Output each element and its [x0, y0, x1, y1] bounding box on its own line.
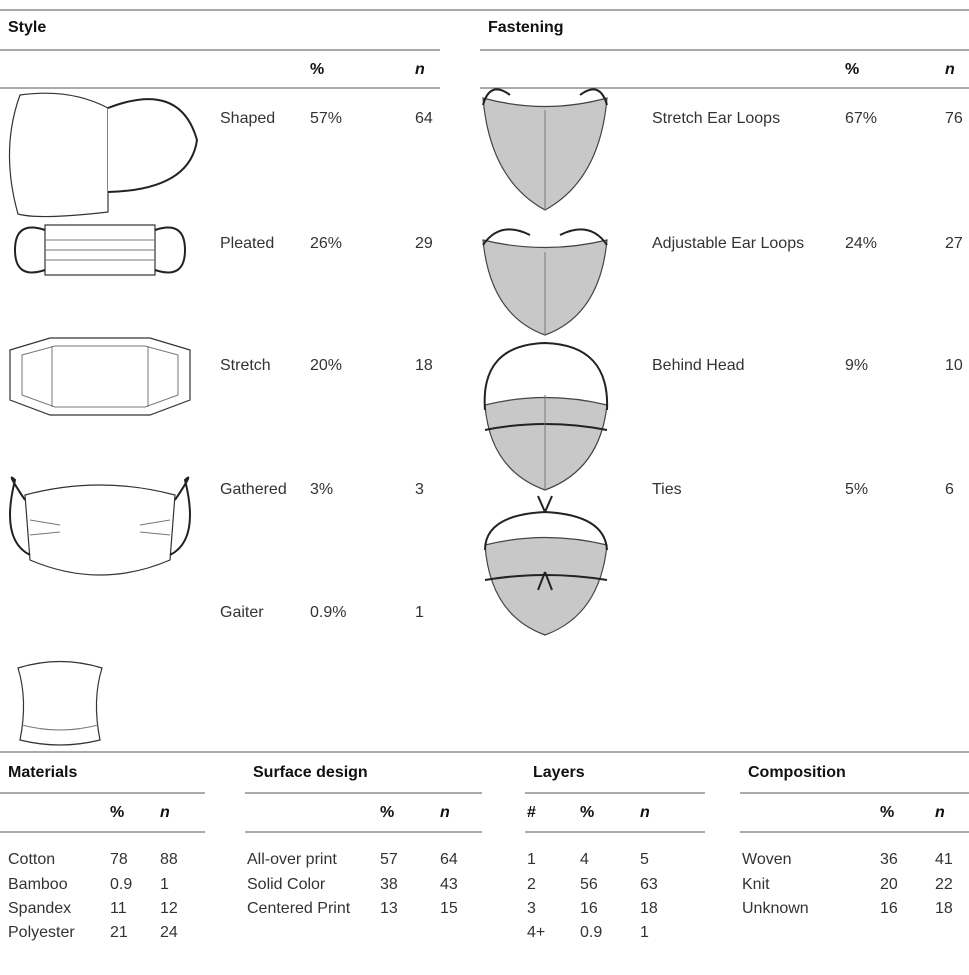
cell: 11 — [110, 900, 127, 917]
column-header: % — [310, 61, 324, 78]
column-header: n — [640, 804, 650, 821]
cell: Stretch Ear Loops — [652, 110, 780, 127]
cell: 4+ — [527, 924, 545, 941]
cell: 18 — [640, 900, 658, 917]
cell: Stretch — [220, 357, 271, 374]
cell: 3% — [310, 481, 333, 498]
behind-head-icon — [483, 341, 609, 491]
cell: 20 — [880, 876, 898, 893]
cell: Shaped — [220, 110, 275, 127]
cell: 56 — [580, 876, 598, 893]
cell: 16 — [580, 900, 598, 917]
cell: 24 — [160, 924, 178, 941]
stretch-mask-icon — [9, 337, 191, 416]
cell: Gaiter — [220, 604, 264, 621]
cell: 1 — [160, 876, 169, 893]
cell: 15 — [440, 900, 458, 917]
cell: 64 — [415, 110, 433, 127]
adjustable-ear-loops-icon — [482, 228, 608, 336]
pleated-mask-icon — [13, 224, 187, 276]
cell: Adjustable Ear Loops — [652, 235, 804, 252]
column-header: % — [845, 61, 859, 78]
cell: 88 — [160, 851, 178, 868]
cell: 10 — [945, 357, 963, 374]
section-title: Composition — [748, 764, 846, 781]
cell: 57 — [380, 851, 398, 868]
cell: 6 — [945, 481, 954, 498]
cell: Ties — [652, 481, 682, 498]
cell: 3 — [415, 481, 424, 498]
cell: 18 — [415, 357, 433, 374]
cell: All-over print — [247, 851, 337, 868]
column-header: n — [945, 61, 955, 78]
cell: 27 — [945, 235, 963, 252]
cell: 38 — [380, 876, 398, 893]
column-header: % — [580, 804, 594, 821]
cell: 1 — [415, 604, 424, 621]
cell: 64 — [440, 851, 458, 868]
column-header: n — [415, 61, 425, 78]
cell: 21 — [110, 924, 128, 941]
cell: 9% — [845, 357, 868, 374]
cell: 4 — [580, 851, 589, 868]
cell: 0.9 — [580, 924, 602, 941]
cell: 36 — [880, 851, 898, 868]
ties-icon — [484, 495, 608, 636]
column-header: n — [160, 804, 170, 821]
cell: 13 — [380, 900, 398, 917]
cell: 78 — [110, 851, 128, 868]
cell: 41 — [935, 851, 953, 868]
cell: Bamboo — [8, 876, 68, 893]
section-title: Materials — [8, 764, 77, 781]
gaiter-icon — [17, 660, 103, 746]
cell: 1 — [527, 851, 536, 868]
section-title: Style — [8, 19, 46, 36]
cell: 67% — [845, 110, 877, 127]
cell: 16 — [880, 900, 898, 917]
cell: Solid Color — [247, 876, 326, 893]
cell: Woven — [742, 851, 792, 868]
cell: 3 — [527, 900, 536, 917]
column-header: % — [110, 804, 124, 821]
section-title: Layers — [533, 764, 585, 781]
gathered-mask-icon — [9, 476, 191, 576]
cell: Behind Head — [652, 357, 745, 374]
column-header: % — [880, 804, 894, 821]
cell: Pleated — [220, 235, 274, 252]
cell: Centered Print — [247, 900, 351, 917]
cell: 0.9% — [310, 604, 346, 621]
cell: 76 — [945, 110, 963, 127]
cell: 24% — [845, 235, 877, 252]
cell: 26% — [310, 235, 342, 252]
cell: Polyester — [8, 924, 75, 941]
shaped-mask-icon — [8, 92, 199, 218]
cell: 5 — [640, 851, 649, 868]
cell: Spandex — [8, 900, 71, 917]
cell: 12 — [160, 900, 178, 917]
cell: 5% — [845, 481, 868, 498]
cell: 2 — [527, 876, 536, 893]
cell: 29 — [415, 235, 433, 252]
cell: Cotton — [8, 851, 55, 868]
cell: 18 — [935, 900, 953, 917]
stretch-ear-loops-icon — [482, 88, 608, 211]
column-header: # — [527, 804, 536, 821]
cell: 57% — [310, 110, 342, 127]
cell: 63 — [640, 876, 658, 893]
section-title: Fastening — [488, 19, 564, 36]
column-header: n — [935, 804, 945, 821]
cell: 20% — [310, 357, 342, 374]
cell: 0.9 — [110, 876, 132, 893]
column-header: % — [380, 804, 394, 821]
cell: 1 — [640, 924, 649, 941]
cell: 43 — [440, 876, 458, 893]
cell: Unknown — [742, 900, 809, 917]
cell: Knit — [742, 876, 770, 893]
cell: Gathered — [220, 481, 287, 498]
cell: 22 — [935, 876, 953, 893]
column-header: n — [440, 804, 450, 821]
section-title: Surface design — [253, 764, 368, 781]
